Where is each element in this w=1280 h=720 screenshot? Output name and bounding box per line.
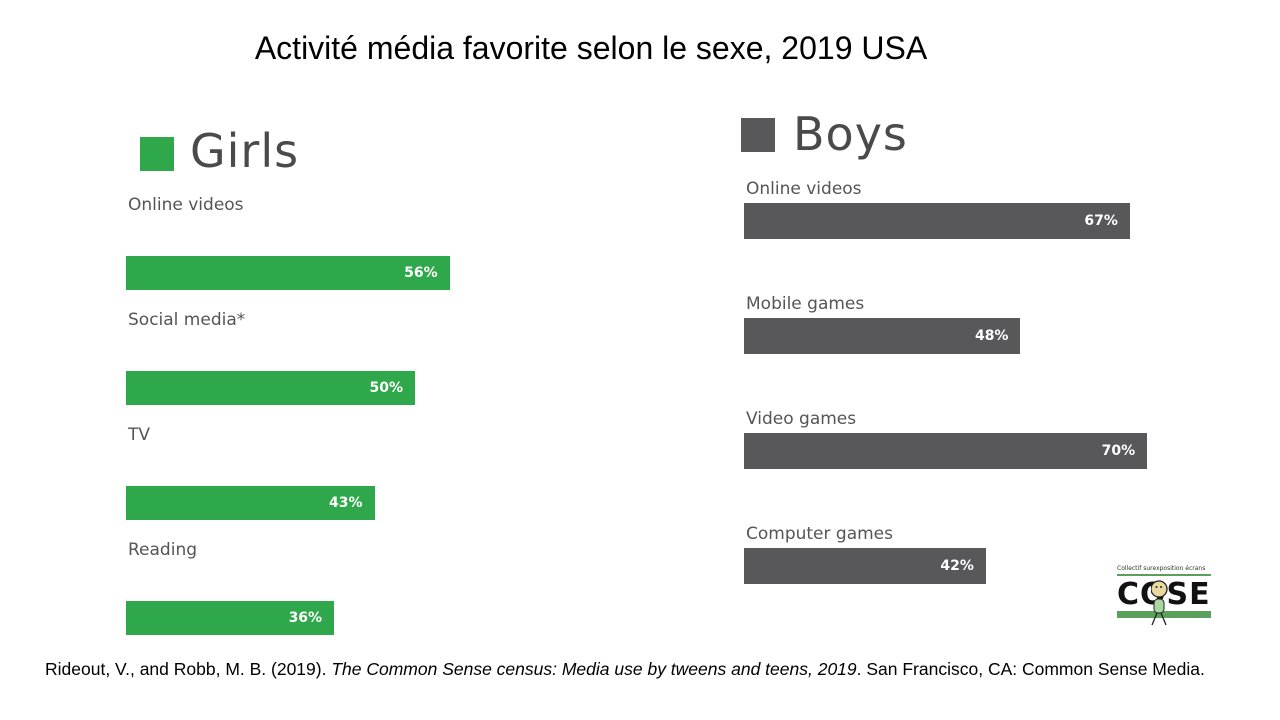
boys-category-label: Video games — [746, 409, 857, 429]
girls-bar — [126, 371, 415, 405]
girls-legend-label: Girls — [190, 124, 300, 178]
boys-category-label: Mobile games — [746, 294, 865, 314]
boys-bar — [744, 548, 986, 584]
boys-bar — [744, 433, 1148, 469]
boys-category-label: Online videos — [746, 179, 862, 199]
girls-bar-value-label: 50% — [369, 380, 403, 396]
logo-green-band — [1117, 611, 1211, 618]
girls-bar — [126, 256, 450, 290]
girls-bar-value-label: 36% — [288, 610, 323, 626]
girls-category-label: TV — [128, 425, 151, 445]
girls-legend-swatch — [140, 137, 174, 171]
logo-tagline: Collectif surexposition écrans — [1117, 565, 1206, 572]
girls-bar-value-label: 56% — [404, 265, 438, 281]
boys-bar-value-label: 42% — [940, 558, 974, 574]
boys-bar-value-label: 70% — [1101, 443, 1136, 459]
boys-legend-swatch — [741, 118, 775, 152]
cose-logo: Collectif surexposition écrans COSE — [1115, 563, 1213, 629]
citation-authors: Rideout, V., and Robb, M. B. (2019). — [45, 659, 332, 679]
girls-category-label: Online videos — [128, 195, 244, 215]
citation-work-title: The Common Sense census: Media use by tw… — [331, 659, 857, 679]
girls-category-label: Social media* — [128, 310, 246, 330]
girls-bar — [126, 601, 335, 635]
source-citation: Rideout, V., and Robb, M. B. (2019). The… — [45, 657, 1255, 681]
boys-bar-value-label: 48% — [974, 328, 1009, 344]
citation-publisher: . San Francisco, CA: Common Sense Media. — [856, 659, 1205, 679]
boys-bar — [744, 318, 1021, 354]
chart-title: Activité média favorite selon le sexe, 2… — [254, 30, 928, 66]
boys-legend-label: Boys — [793, 107, 908, 161]
stick-figure-icon — [1151, 580, 1168, 626]
logo-top-rule — [1117, 574, 1211, 576]
girls-category-label: Reading — [128, 540, 198, 560]
boys-bar-value-label: 67% — [1084, 213, 1118, 229]
girls-bar-value-label: 43% — [329, 495, 363, 511]
boys-category-label: Computer games — [746, 524, 893, 544]
girls-bar — [126, 486, 375, 520]
boys-bar — [744, 203, 1130, 239]
